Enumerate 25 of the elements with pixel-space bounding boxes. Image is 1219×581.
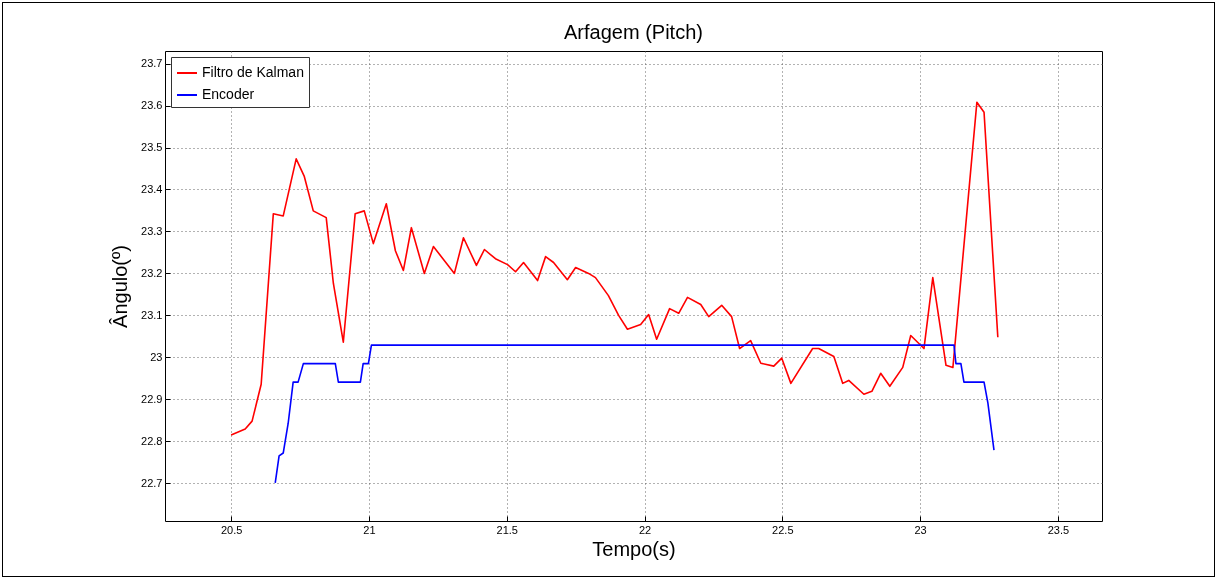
x-axis-title: Tempo(s)	[592, 537, 676, 560]
x-tick-label: 21.5	[496, 523, 518, 536]
y-tick-label: 23.4	[141, 182, 163, 195]
y-tick-label: 23.2	[141, 266, 163, 279]
y-tick-label: 23.5	[141, 141, 163, 154]
line-series	[230, 101, 999, 436]
x-tick-label: 20.5	[220, 523, 243, 536]
line-series	[274, 344, 995, 484]
y-tick-label: 23.3	[141, 224, 163, 237]
x-tick-label: 22.5	[772, 523, 794, 536]
legend-label: Filtro de Kalman	[202, 64, 304, 80]
x-tick-label: 22	[638, 523, 652, 536]
legend-label: Encoder	[202, 86, 255, 102]
y-tick-label: 23.6	[141, 99, 163, 112]
y-tick-label: 23.1	[141, 308, 163, 321]
y-tick-label: 22.9	[141, 392, 163, 405]
x-tick-label: 23.5	[1047, 523, 1070, 536]
y-tick-label: 23.7	[141, 57, 163, 70]
y-tick-label: 22.7	[141, 476, 163, 489]
chart-title: Arfagem (Pitch)	[564, 21, 703, 43]
y-tick-label: 23	[150, 350, 163, 363]
y-tick-label: 22.8	[141, 434, 163, 447]
x-tick-label: 23	[914, 523, 927, 536]
y-axis-title: Ângulo(º)	[109, 245, 132, 328]
x-tick-label: 21	[363, 523, 376, 536]
